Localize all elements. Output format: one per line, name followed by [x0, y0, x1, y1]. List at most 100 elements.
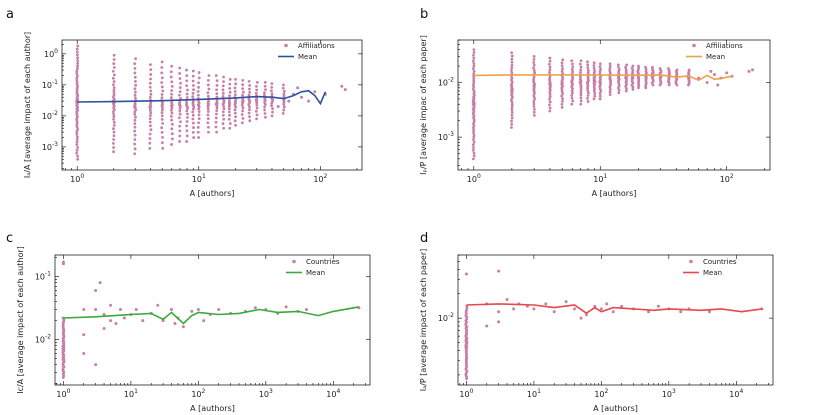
- data-point: [240, 113, 244, 116]
- data-point: [592, 71, 596, 75]
- data-point: [75, 76, 79, 80]
- data-point: [255, 85, 258, 88]
- data-point: [192, 88, 195, 91]
- data-point: [185, 129, 189, 133]
- data-point: [472, 140, 476, 144]
- x-tick-label: 102: [313, 173, 327, 184]
- data-point: [472, 151, 476, 155]
- data-point: [592, 61, 596, 65]
- data-point: [149, 111, 153, 115]
- data-point: [207, 99, 210, 103]
- data-point: [247, 93, 251, 97]
- data-point: [191, 69, 195, 73]
- data-point: [215, 92, 219, 96]
- x-axis-label: A [authors]: [592, 189, 637, 198]
- mean-line: [77, 89, 327, 106]
- data-point: [178, 77, 182, 80]
- data-point: [133, 110, 137, 114]
- data-point: [263, 105, 266, 109]
- data-point: [472, 146, 475, 149]
- data-point: [592, 64, 596, 67]
- data-point: [221, 88, 225, 92]
- data-point: [170, 122, 174, 126]
- data-point: [561, 67, 564, 71]
- data-point: [579, 91, 583, 94]
- legend-marker: [292, 259, 296, 264]
- data-point: [149, 124, 152, 128]
- data-point: [233, 90, 237, 93]
- data-point: [617, 68, 621, 72]
- data-point: [624, 70, 628, 73]
- data-point: [197, 85, 200, 89]
- data-point: [227, 107, 231, 111]
- data-point: [586, 66, 590, 70]
- x-tick-label: 102: [720, 173, 734, 184]
- data-point: [620, 304, 624, 308]
- data-point: [94, 308, 98, 312]
- data-point: [270, 89, 273, 93]
- data-point: [112, 127, 115, 131]
- data-point: [631, 64, 635, 68]
- data-point: [586, 60, 589, 64]
- data-point: [102, 326, 106, 330]
- data-point: [548, 93, 552, 96]
- data-point: [255, 103, 259, 107]
- panel-letter: d: [420, 231, 428, 246]
- x-tick-label: 100: [459, 388, 473, 399]
- data-point: [282, 103, 286, 106]
- data-point: [160, 101, 164, 105]
- data-point: [679, 310, 683, 314]
- data-point: [112, 66, 116, 69]
- data-point: [197, 81, 200, 85]
- legend: Affiliations Mean: [686, 42, 743, 61]
- data-point: [196, 90, 200, 93]
- y-tick-label: 10-2: [438, 312, 454, 323]
- data-point: [76, 157, 80, 161]
- data-point: [75, 69, 79, 73]
- y-tick-label: 10-3: [438, 131, 454, 142]
- data-point: [221, 84, 225, 88]
- data-point: [217, 308, 221, 312]
- data-point: [185, 140, 189, 143]
- y-axis-label: Iₐ/A [average impact of each author]: [23, 32, 32, 178]
- data-point: [169, 75, 173, 79]
- data-point: [133, 62, 137, 66]
- data-point: [624, 89, 628, 93]
- data-point: [593, 92, 597, 95]
- data-point: [234, 98, 238, 102]
- data-point: [599, 89, 603, 93]
- data-point: [570, 94, 574, 97]
- data-point: [75, 137, 79, 141]
- data-point: [170, 84, 174, 88]
- data-point: [625, 63, 629, 67]
- data-point: [133, 113, 137, 116]
- data-point: [248, 108, 251, 112]
- data-point: [578, 62, 582, 66]
- data-point: [109, 319, 113, 323]
- data-point: [191, 91, 195, 95]
- y-tick-label: 10-3: [42, 141, 58, 152]
- data-point: [471, 148, 475, 152]
- data-point: [624, 68, 628, 71]
- data-point: [214, 125, 218, 129]
- data-point: [191, 100, 195, 104]
- chart-panel-c: c 100 101 102 103 104 10-2 10-1 A [authors] Ic/A …: [6, 231, 371, 413]
- data-point: [532, 61, 536, 64]
- data-point: [570, 96, 574, 100]
- data-point: [185, 74, 189, 78]
- legend-label: Affiliations: [706, 42, 743, 50]
- data-point: [112, 150, 115, 154]
- data-point: [716, 83, 720, 87]
- data-point: [579, 75, 582, 79]
- data-point: [112, 53, 116, 57]
- data-point: [160, 71, 164, 75]
- data-point: [178, 134, 182, 138]
- mean-line: [63, 306, 360, 325]
- data-point: [75, 123, 79, 127]
- data-point: [233, 93, 237, 97]
- data-point: [264, 88, 267, 92]
- data-point: [340, 84, 344, 88]
- data-point: [532, 66, 535, 70]
- y-tick-label: 10-1: [42, 79, 58, 90]
